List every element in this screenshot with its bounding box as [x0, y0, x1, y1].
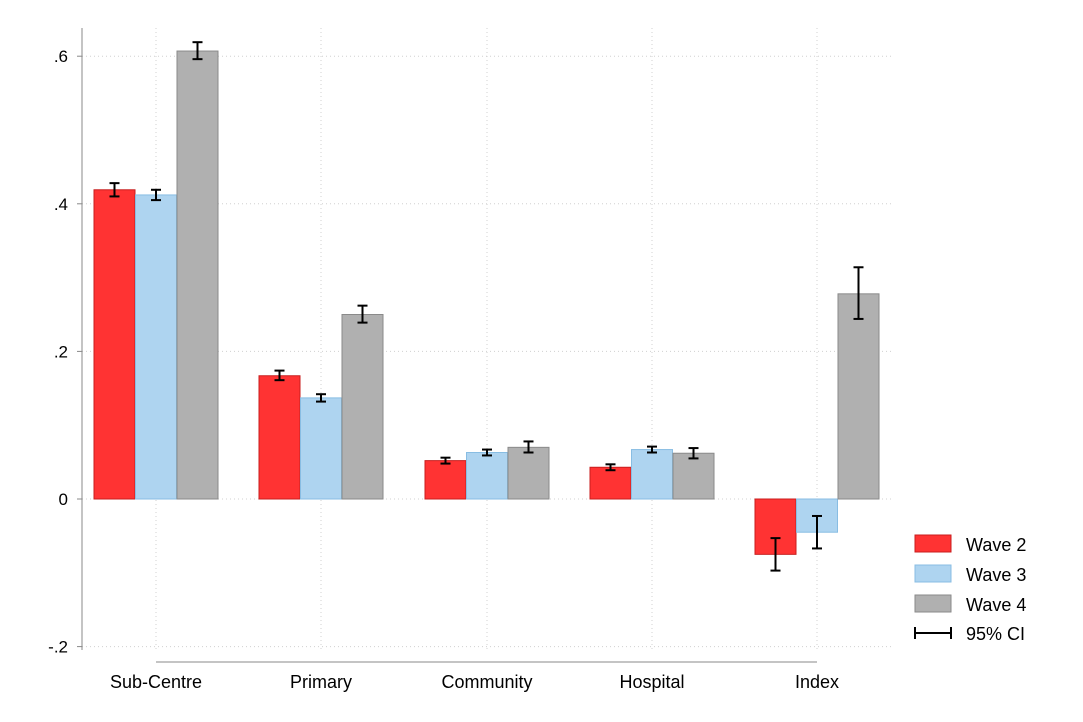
legend: Wave 2 Wave 3 Wave 4 95% CI — [914, 534, 1026, 644]
legend-label: Wave 4 — [966, 595, 1026, 615]
legend-item-wave-4: Wave 4 — [914, 594, 1026, 615]
bar-wave-4-sub-centre — [176, 50, 219, 500]
x-tick-label: Sub-Centre — [110, 672, 202, 692]
legend-label: Wave 3 — [966, 565, 1026, 585]
legend-item-wave-2: Wave 2 — [914, 534, 1026, 555]
error-bar — [482, 448, 492, 457]
x-tick-label: Hospital — [619, 672, 684, 692]
x-tick-label: Primary — [290, 672, 352, 692]
error-bar — [316, 393, 326, 403]
bar-wave-3-hospital — [631, 449, 673, 500]
x-tick-label: Index — [795, 672, 839, 692]
legend-swatch — [914, 594, 952, 613]
bar-wave-2-sub-centre — [93, 189, 136, 500]
error-bar — [853, 266, 864, 320]
error-bar — [688, 447, 699, 460]
x-tick-label: Community — [441, 672, 532, 692]
error-bar — [357, 304, 368, 324]
bar-wave-3-community — [466, 452, 508, 500]
legend-label: 95% CI — [966, 624, 1025, 644]
error-bar — [192, 41, 203, 61]
legend-item-wave-3: Wave 3 — [914, 564, 1026, 585]
error-bar — [274, 369, 285, 382]
bar-wave-4-index — [837, 293, 880, 500]
bar-wave-4-hospital — [672, 452, 715, 500]
bar-wave-3-primary — [300, 397, 342, 500]
y-tick-label: 0 — [59, 490, 68, 509]
y-tick-label: .6 — [54, 47, 68, 66]
bar-wave-4-primary — [341, 314, 384, 500]
y-tick-label: -.2 — [48, 638, 68, 657]
bar-wave-4-community — [507, 446, 550, 500]
bar-wave-2-primary — [258, 375, 301, 500]
bar-wave-2-hospital — [589, 466, 632, 500]
axes: .6 .4 .2 0 -.2 Sub-Centre Primary Community Hosp… — [48, 28, 839, 692]
bar-wave-2-community — [424, 460, 467, 500]
error-bars-group — [109, 41, 864, 572]
error-bar — [523, 440, 534, 454]
y-tick-label: .4 — [54, 195, 68, 214]
legend-item-ci: 95% CI — [914, 624, 1025, 644]
error-bar — [812, 514, 822, 550]
legend-swatch — [914, 534, 952, 553]
error-bar — [440, 456, 451, 465]
error-bar — [151, 188, 161, 202]
y-tick-label: .2 — [54, 342, 68, 361]
legend-label: Wave 2 — [966, 535, 1026, 555]
error-bar — [770, 537, 781, 572]
error-bar — [647, 445, 657, 454]
bars-group — [93, 50, 880, 555]
error-bar — [605, 463, 616, 472]
error-bar — [109, 182, 120, 198]
legend-swatch — [914, 564, 952, 583]
bar-wave-3-sub-centre — [135, 194, 177, 500]
